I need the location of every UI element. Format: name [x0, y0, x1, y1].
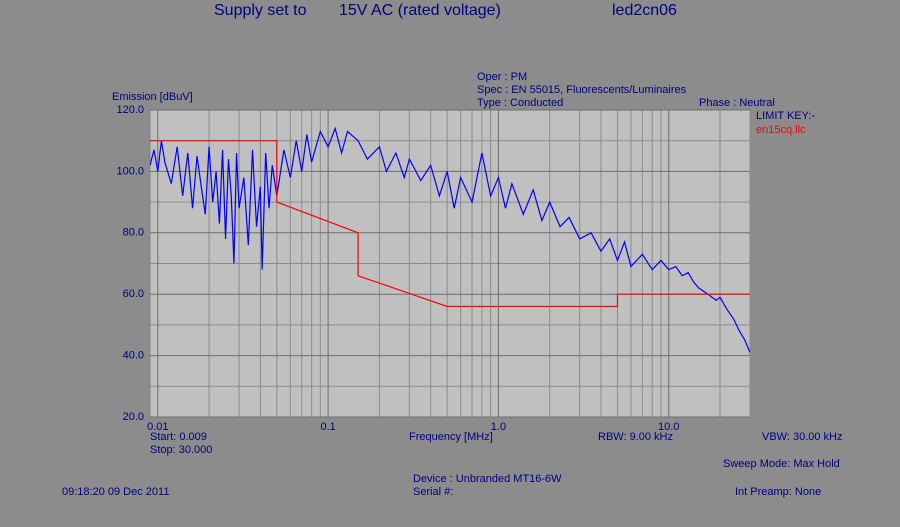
- oper: Oper : PM: [477, 71, 527, 83]
- spec: Spec : EN 55015, Fluorescents/Luminaires: [477, 84, 687, 96]
- y-tick-label: 80.0: [123, 227, 144, 239]
- x-tick-label: 10.0: [658, 421, 679, 433]
- sweep-mode: Sweep Mode: Max Hold: [723, 458, 840, 470]
- phase: Phase : Neutral: [699, 97, 775, 109]
- plot-series: [150, 126, 750, 353]
- y-tick-label: 40.0: [123, 350, 144, 362]
- title: Supply set to: [214, 2, 307, 19]
- start: Start: 0.009: [150, 431, 207, 443]
- title-id: led2cn06: [612, 2, 677, 19]
- x-axis-label: Frequency [MHz]: [409, 431, 493, 443]
- title-supply: 15V AC (rated voltage): [339, 2, 501, 19]
- x-tick-label: 0.01: [147, 421, 168, 433]
- y-axis-label: Emission [dBuV]: [112, 91, 193, 103]
- y-tick-label: 60.0: [123, 288, 144, 300]
- limit-line: [150, 140, 750, 308]
- vbw: VBW: 30.00 kHz: [762, 431, 843, 443]
- y-tick-label: 20.0: [123, 411, 144, 423]
- x-tick-label: 0.1: [320, 421, 335, 433]
- x-tick-label: 1.0: [491, 421, 506, 433]
- legend-title: LIMIT KEY:-: [756, 110, 815, 122]
- device: Device : Unbranded MT16-6W: [413, 473, 562, 485]
- y-tick-label: 120.0: [116, 104, 144, 116]
- rbw: RBW: 9.00 kHz: [598, 431, 673, 443]
- emission-trace: [150, 126, 750, 353]
- y-tick-label: 100.0: [116, 165, 144, 177]
- legend-entry: en15cq.llc: [756, 124, 806, 136]
- type: Type : Conducted: [477, 97, 563, 109]
- serial: Serial #:: [413, 486, 453, 498]
- stop: Stop: 30.000: [150, 444, 212, 456]
- timestamp: 09:18:20 09 Dec 2011: [62, 486, 169, 498]
- preamp: Int Preamp: None: [735, 486, 821, 498]
